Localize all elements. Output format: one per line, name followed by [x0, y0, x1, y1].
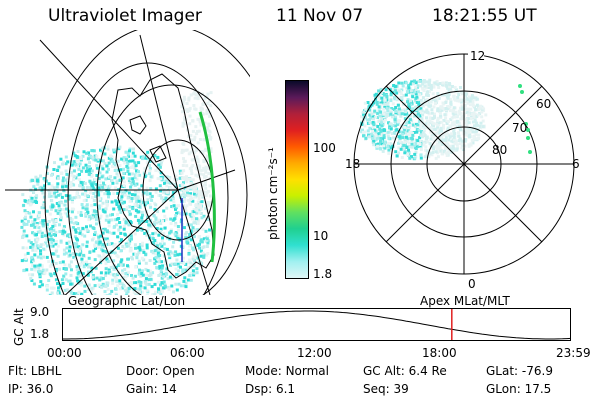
geographic-map: [5, 30, 250, 295]
time-tick-0000: 00:00: [47, 346, 82, 360]
mlt-label-6: 6: [572, 157, 580, 171]
seq-label: Seq:: [363, 382, 390, 396]
coastline-detail: [129, 115, 147, 135]
door-value: Open: [162, 364, 195, 378]
gain-value: 14: [161, 382, 177, 396]
colorbar-gradient: [286, 81, 308, 278]
gain-label: Gain:: [126, 382, 158, 396]
antarctica-coastline: [111, 73, 215, 279]
meridian-line: [39, 39, 179, 191]
altitude-ylabel: GC Alt: [12, 308, 26, 346]
time-tick-1800: 18:00: [422, 346, 457, 360]
altitude-ytick-bottom: 1.8: [30, 327, 50, 341]
aurora-emission-polar: [360, 78, 488, 161]
flt-value: LBHL: [30, 364, 62, 378]
ip-value: 36.0: [26, 382, 54, 396]
colorbar-tick-1-8: 1.8: [313, 267, 333, 281]
mlt-label-12: 12: [470, 50, 485, 63]
lat-label-60: 60: [536, 97, 551, 111]
geographic-label: Geographic Lat/Lon: [68, 294, 186, 308]
lat-label-70: 70: [512, 121, 527, 135]
seq-value: 39: [393, 382, 409, 396]
globe-limb: [67, 62, 229, 295]
mode-label: Mode:: [245, 364, 282, 378]
gcalt-value: 6.4 Re: [408, 364, 447, 378]
mode-value: Normal: [285, 364, 329, 378]
image-time: 18:21:55 UT: [432, 6, 537, 26]
colorbar-tick-100: 100: [313, 141, 336, 155]
lat-label-80: 80: [492, 143, 507, 157]
mlt-label-0: 0: [468, 277, 476, 290]
altitude-curve: [63, 310, 572, 340]
latitude-line: [96, 84, 248, 295]
meridian-line: [177, 189, 211, 295]
gcalt-label: GC Alt:: [363, 364, 405, 378]
latitude-line: [44, 30, 250, 295]
limb-glow: [198, 111, 216, 263]
coastline-detail: [149, 145, 167, 163]
altitude-frame: [62, 308, 571, 341]
instrument-title: Ultraviolet Imager: [48, 6, 202, 26]
glon-value: 17.5: [524, 382, 552, 396]
door-label: Door:: [126, 364, 159, 378]
apex-polar-plot: 12 18 6 0 60 70 80: [345, 50, 580, 290]
meridian-line: [177, 169, 236, 191]
colorbar-label: photon cm⁻²s⁻¹: [266, 147, 280, 240]
colorbar-tick-10: 10: [313, 229, 329, 243]
meridian-diag: [385, 85, 543, 243]
time-tick-1200: 12:00: [297, 346, 332, 360]
mlt-label-18: 18: [345, 157, 360, 171]
time-tick-2359: 23:59: [556, 346, 591, 360]
meridian-line: [64, 189, 179, 295]
altitude-ytick-top: 9.0: [30, 305, 50, 319]
flt-label: Flt:: [8, 364, 27, 378]
image-date: 11 Nov 07: [276, 6, 364, 26]
time-tick-0600: 06:00: [170, 346, 205, 360]
altitude-plot: [62, 308, 572, 341]
colorbar: [285, 80, 309, 279]
ip-label: IP:: [8, 382, 23, 396]
glon-label: GLon:: [486, 382, 521, 396]
glat-value: -76.9: [521, 364, 553, 378]
dsp-label: Dsp:: [245, 382, 273, 396]
glat-label: GLat:: [486, 364, 519, 378]
meridian-line: [139, 34, 179, 191]
dsp-value: 6.1: [275, 382, 296, 396]
apex-label: Apex MLat/MLT: [420, 294, 510, 308]
